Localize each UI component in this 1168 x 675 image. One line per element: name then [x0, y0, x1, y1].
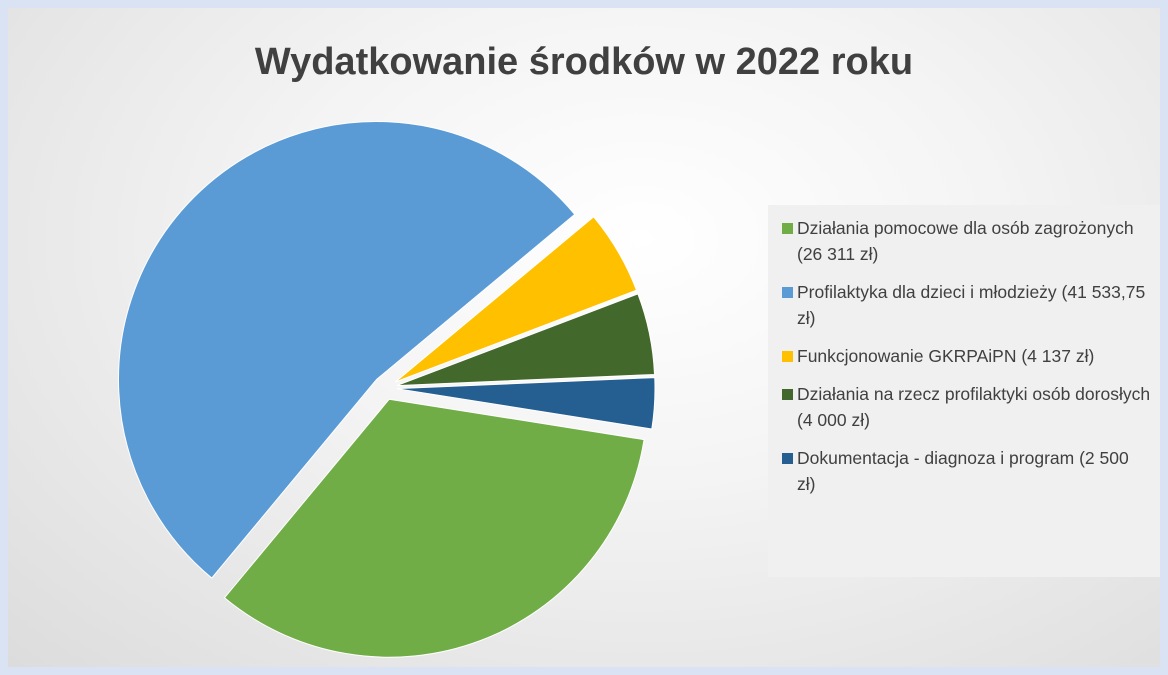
legend-label: Dokumentacja - diagnoza i program (2 500…	[797, 448, 1129, 494]
legend-item: Funkcjonowanie GKRPAiPN (4 137 zł)	[782, 343, 1152, 369]
legend-label: Działania pomocowe dla osób zagrożonych …	[797, 218, 1134, 264]
legend-item: Profilaktyka dla dzieci i młodzieży (41 …	[782, 279, 1152, 331]
legend-swatch	[782, 389, 793, 400]
legend-swatch	[782, 351, 793, 362]
pie-slice	[118, 121, 576, 579]
legend-label: Funkcjonowanie GKRPAiPN (4 137 zł)	[797, 346, 1095, 366]
chart-title: Wydatkowanie środków w 2022 roku	[255, 41, 913, 83]
legend-label: Profilaktyka dla dzieci i młodzieży (41 …	[797, 282, 1146, 328]
pie-slice	[223, 398, 645, 658]
legend-label: Działania na rzecz profilaktyki osób dor…	[797, 384, 1151, 430]
pie-slice	[396, 377, 656, 430]
legend-swatch	[782, 287, 793, 298]
legend-item: Działania pomocowe dla osób zagrożonych …	[782, 215, 1152, 267]
legend: Działania pomocowe dla osób zagrożonych …	[768, 205, 1160, 577]
pie-slice	[395, 216, 638, 383]
legend-swatch	[782, 223, 793, 234]
legend-item: Dokumentacja - diagnoza i program (2 500…	[782, 445, 1152, 497]
legend-swatch	[782, 453, 793, 464]
pie-slice	[396, 293, 656, 387]
legend-item: Działania na rzecz profilaktyki osób dor…	[782, 381, 1152, 433]
